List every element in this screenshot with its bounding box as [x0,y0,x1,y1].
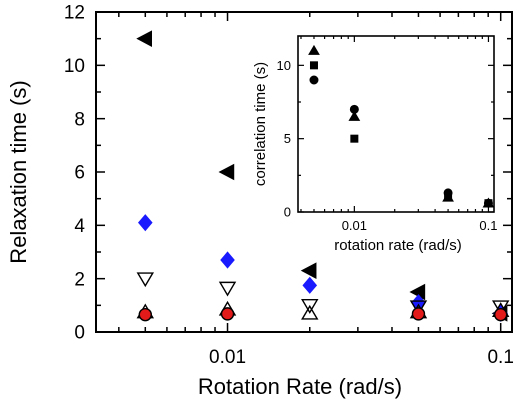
main-y-tick-label: 8 [74,109,85,130]
main-point-series-4-circle [493,307,508,322]
inset-x-tick-label: 0.01 [342,218,367,233]
inset-point-series-2-circle [483,198,493,208]
main-x-tick-label: 0.01 [209,347,246,368]
main-point-series-4-circle [411,307,426,321]
main-x-axis-title: Rotation Rate (rad/s) [198,374,402,399]
main-point-series-2-triangle-down [301,299,319,314]
main-plot: 0.01 0.1 0 2 4 6 8 10 12 Relaxation time (s) Rot… [6,3,514,399]
main-point-series-3-triangle-up [301,304,319,320]
inset-y-axis-title: correlation time (s) [252,62,269,186]
main-point-series-2-triangle-down [409,300,428,316]
inset-plot-frame [297,35,495,213]
inset-point-series-2-circle [349,104,359,114]
main-y-tick-label: 4 [74,216,85,237]
inset-y-tick-label: 10 [277,58,291,73]
main-point-series-2-triangle-down [218,281,237,297]
inset-ticks: 0.01 0.1 0 5 10 [277,36,497,233]
inset-x-tick-label: 0.1 [479,218,497,233]
inset-point-series-0-triangle-up [348,110,361,121]
main-y-axis-title: Relaxation time (s) [6,80,31,263]
inset-point-series-0-triangle-up [308,44,320,55]
main-point-series-1-diamond [302,276,318,294]
main-ticks: 0.01 0.1 0 2 4 6 8 10 12 [64,3,514,368]
inset-point-series-1-square [350,134,359,143]
main-x-tick-label: 0.1 [487,347,513,368]
main-y-tick-label: 6 [74,163,85,184]
main-point-series-4-circle [138,307,152,322]
main-y-tick-label: 2 [74,269,85,290]
main-y-tick-label: 0 [74,323,85,344]
main-point-series-2-triangle-down [491,300,510,316]
main-point-series-0-triangle-left [300,262,317,279]
main-y-tick-label: 10 [64,56,85,77]
inset-point-series-2-circle [443,188,453,198]
inset-point-series-1-square [309,61,318,70]
main-point-series-0-triangle-left [218,163,235,181]
inset-y-tick-label: 5 [284,131,291,146]
main-point-series-2-triangle-down [136,272,155,288]
main-marks [136,30,510,322]
main-point-series-4-circle [220,307,235,321]
inset-point-series-2-circle [309,75,319,85]
inset-y-tick-label: 0 [284,205,291,220]
inset-plot: 0.01 0.1 0 5 10 correlation time (s) rotatio… [252,35,497,254]
inset-marks [308,44,495,208]
main-point-series-0-triangle-left [136,30,152,47]
inset-x-axis-title: rotation rate (rad/s) [334,237,462,254]
main-y-tick-label: 12 [64,3,85,24]
main-point-series-1-diamond [138,214,153,232]
main-point-series-1-diamond [220,251,235,269]
